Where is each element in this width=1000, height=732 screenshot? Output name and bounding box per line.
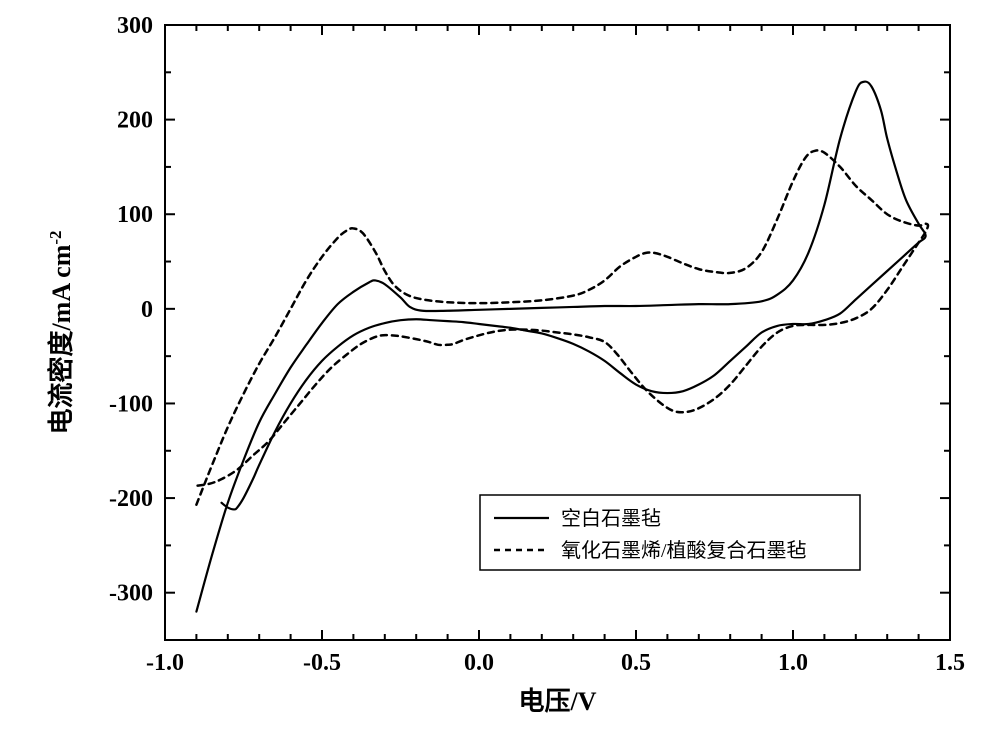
x-tick-label: -0.5 xyxy=(303,650,341,676)
y-axis-label: 电流密度/mA cm-2 xyxy=(46,230,77,434)
legend-label-solid: 空白石墨毡 xyxy=(561,507,661,530)
y-tick-label: 300 xyxy=(117,13,153,39)
y-tick-label: 200 xyxy=(117,108,153,134)
x-tick-label: 0.0 xyxy=(464,650,494,676)
x-tick-label: 0.5 xyxy=(621,650,651,676)
x-tick-label: 1.0 xyxy=(778,650,808,676)
y-tick-label: -100 xyxy=(109,391,153,417)
y-tick-label: -200 xyxy=(109,486,153,512)
y-tick-label: 0 xyxy=(141,297,153,323)
x-tick-label: 1.5 xyxy=(935,650,965,676)
y-tick-label: -300 xyxy=(109,581,153,607)
cv-chart: -1.0 -0.5 0.0 0.5 1.0 1.5 电压/V -300 -200 -100 0 100… xyxy=(0,0,1000,732)
y-tick-label: 100 xyxy=(117,202,153,228)
legend-label-dashed: 氧化石墨烯/植酸复合石墨毡 xyxy=(561,539,807,562)
svg-text:电流密度/mA cm-2: 电流密度/mA cm-2 xyxy=(46,230,77,434)
x-tick-label: -1.0 xyxy=(146,650,184,676)
x-axis-label: 电压/V xyxy=(518,687,596,716)
